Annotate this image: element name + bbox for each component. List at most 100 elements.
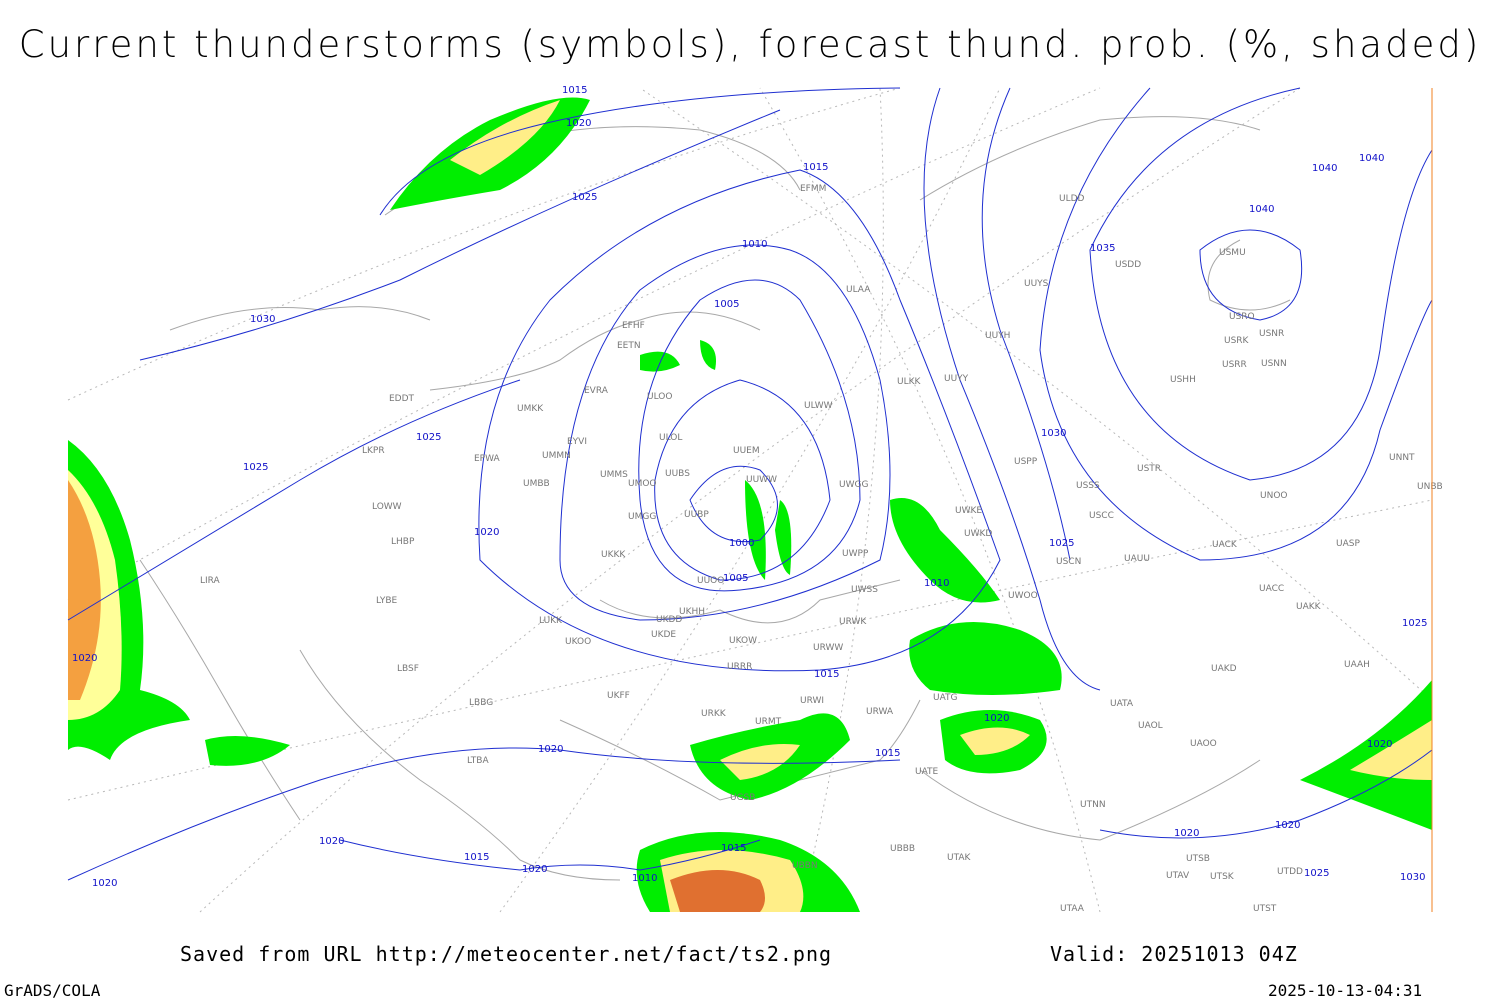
isobar-labels: 1015 1020 1025 1015 1010 1005 1000 1005 1030 1025… [72,85,1427,889]
station-code: USNN [1261,359,1287,369]
map-area: 1015 1020 1025 1015 1010 1005 1000 1005 1030 1025… [67,85,1443,914]
isobar-label: 1015 [721,843,746,854]
isobar-label: 1030 [250,314,275,325]
station-code: UTDD [1277,867,1303,877]
timestamp: 2025-10-13-04:31 [1268,981,1422,1000]
station-code: LOWW [372,502,402,512]
station-code: UATE [915,767,939,777]
isobar-label: 1000 [729,538,754,549]
station-code: UMMN [542,451,571,461]
station-code: EPWA [474,454,501,464]
station-code: UASP [1336,539,1360,549]
station-code: URKK [701,709,727,719]
station-code: ULOL [659,433,682,443]
isobar-label: 1020 [1367,739,1392,750]
station-code: UWKD [964,529,992,539]
station-code: UAUU [1124,554,1150,564]
station-code: LBBG [469,698,493,708]
station-code: UNOO [1260,491,1288,501]
station-code: LKPR [362,446,385,456]
isobar-label: 1025 [1304,868,1329,879]
isobar-label: 1020 [566,118,591,129]
isobar-label: 1040 [1249,204,1274,215]
station-code: URWA [866,707,894,717]
station-code: ULWW [804,401,833,411]
station-code: USRK [1224,336,1250,346]
station-code: UTSB [1186,854,1210,864]
isobar-label: 1020 [72,653,97,664]
station-code: UUBS [665,469,690,479]
isobar-label: 1015 [803,162,828,173]
isobar-label: 1025 [416,432,441,443]
station-code: UACC [1259,584,1284,594]
isobar-label: 1005 [714,299,739,310]
station-code: UUBP [684,510,709,520]
station-code: UAOO [1190,739,1217,749]
station-code: UAAH [1344,660,1370,670]
isobar-label: 1020 [522,864,547,875]
isobar-label: 1025 [243,462,268,473]
title: Current thunderstorms (symbols), forecas… [19,23,1482,66]
station-code: UUWW [746,475,777,485]
station-code: EFMM [800,184,826,194]
station-code: USNR [1259,329,1284,339]
thunder-probability-shading [68,97,1432,912]
station-code: ULAA [846,285,871,295]
station-code: LIRA [200,576,221,586]
station-code: USRO [1229,312,1255,322]
isobar-label: 1020 [474,527,499,538]
isobar-label: 1010 [632,873,657,884]
station-code: UTST [1253,904,1277,914]
isobar-label: 1030 [1400,872,1425,883]
station-code: UKOO [565,637,591,647]
station-code: EYVI [567,437,587,447]
station-code: UUYY [944,374,969,384]
software-credit: GrADS/COLA [4,981,101,1000]
station-code: USHH [1170,375,1196,385]
station-code: UBBB [890,844,915,854]
station-code: UKHH [679,607,705,617]
isobar-label: 1020 [1174,828,1199,839]
station-code: UWKE [955,506,982,516]
isobar-label: 1020 [984,713,1009,724]
station-code: UAKK [1296,602,1322,612]
isobar-label: 1020 [92,878,117,889]
station-code: UTSK [1210,872,1235,882]
station-code: UUYH [985,331,1010,341]
station-code: LUKK [539,616,563,626]
station-code: EFHF [622,321,645,331]
station-code: URWK [839,617,867,627]
station-code: UKDE [651,630,676,640]
station-code: URRR [727,662,752,672]
station-code: UKFF [607,691,630,701]
isobar-label: 1025 [1402,618,1427,629]
station-code: UMGG [628,512,656,522]
isobar-label: 1020 [1275,820,1300,831]
station-code: UWPP [842,549,869,559]
station-code: EDDT [389,394,415,404]
station-code: USPP [1014,457,1038,467]
station-code: LBSF [397,664,419,674]
station-code: UKDD [656,615,682,625]
station-code: USCC [1089,511,1114,521]
station-code: UUEM [733,446,760,456]
station-code: UMOO [628,479,657,489]
station-code: USSS [1076,481,1100,491]
station-code: UKOW [729,636,757,646]
station-code: URWW [813,643,843,653]
isobar-label: 1010 [742,239,767,250]
station-code: EETN [617,341,641,351]
isobar-label: 1015 [562,85,587,96]
station-code: UTNN [1080,800,1106,810]
station-code: UTAA [1060,904,1085,914]
station-code: EVRA [584,386,609,396]
station-code: UTAV [1166,871,1190,881]
station-code: LTBA [467,756,489,766]
isobar-label: 1035 [1090,243,1115,254]
station-code: ULKK [897,377,922,387]
station-code: USCN [1056,557,1081,567]
isobar-label: 1030 [1041,428,1066,439]
